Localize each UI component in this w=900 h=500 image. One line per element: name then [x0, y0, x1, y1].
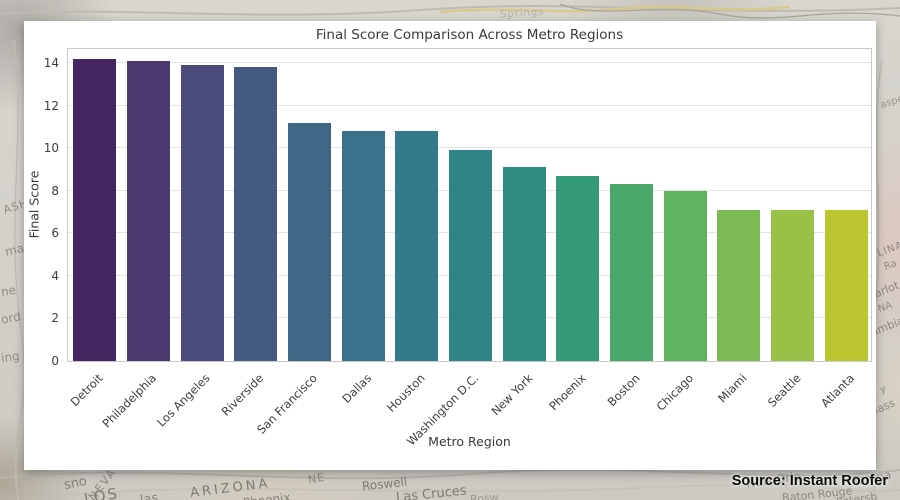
- map-label: las: [139, 490, 160, 500]
- x-tick-label: Houston: [384, 371, 428, 415]
- x-tick-label: Detroit: [67, 371, 106, 409]
- bar-dallas: [341, 131, 385, 361]
- chart-figure: Final Score Comparison Across Metro Regi…: [24, 21, 876, 470]
- map-label: ing: [0, 348, 21, 366]
- x-tick-label: Boston: [604, 371, 643, 410]
- bar-phoenix: [556, 175, 600, 361]
- gridline: [68, 147, 871, 149]
- x-tick-label: Philadelphia: [99, 371, 160, 431]
- source-credit: Source: Instant Roofer: [731, 473, 888, 489]
- y-tick-label: 14: [43, 55, 59, 70]
- y-tick-label: 12: [43, 98, 59, 113]
- bar-detroit: [73, 58, 117, 361]
- chart-title: Final Score Comparison Across Metro Regi…: [315, 27, 624, 43]
- bar-san-francisco: [288, 122, 331, 361]
- y-tick-label: 4: [51, 268, 59, 283]
- bar-seattle: [771, 209, 814, 361]
- bar-new-york: [502, 167, 546, 361]
- bar-philadelphia: [127, 60, 170, 361]
- x-tick-label: Seattle: [764, 371, 804, 410]
- x-tick-label: Los Angeles: [154, 371, 214, 430]
- bar-atlanta: [824, 209, 868, 361]
- x-tick-label: Phoenix: [546, 371, 589, 414]
- bar-boston: [610, 184, 653, 361]
- map-label: Rosw: [469, 490, 500, 500]
- y-axis-label: Final Score: [26, 170, 42, 239]
- y-tick-label: 2: [51, 311, 59, 326]
- gridline: [68, 61, 871, 63]
- y-tick-label: 8: [51, 183, 59, 198]
- x-tick-label: Miami: [715, 371, 750, 406]
- bar-los-angeles: [180, 65, 224, 361]
- map-label: ne: [0, 282, 18, 300]
- y-tick-label: 10: [43, 141, 59, 156]
- bar-riverside: [234, 67, 278, 361]
- bar-houston: [395, 131, 439, 361]
- y-tick-label: 0: [51, 354, 59, 368]
- x-tick-label: Riverside: [219, 371, 267, 419]
- bar-washington-d-c-: [449, 150, 492, 361]
- bar-miami: [717, 209, 761, 361]
- y-tick-label: 6: [51, 226, 59, 241]
- plot-area: [67, 48, 872, 362]
- x-tick-label: Atlanta: [817, 371, 858, 411]
- x-tick-label: New York: [487, 371, 536, 419]
- x-axis-label: Metro Region: [428, 434, 511, 449]
- x-tick-label: Dallas: [339, 371, 375, 406]
- gridline: [68, 104, 871, 106]
- x-tick-label: Chicago: [653, 371, 697, 414]
- bar-chicago: [663, 190, 707, 361]
